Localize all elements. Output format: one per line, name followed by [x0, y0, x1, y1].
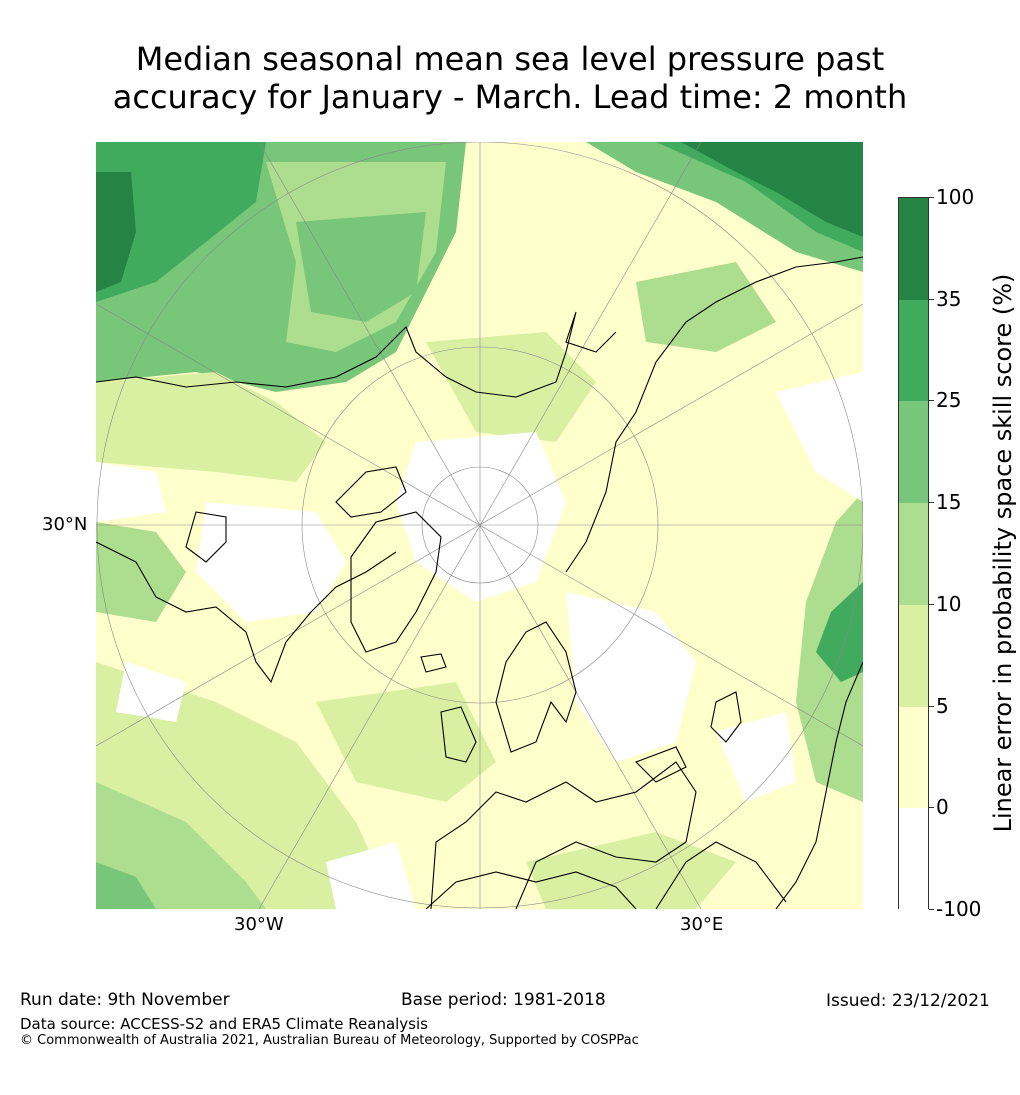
graticule — [96, 142, 863, 909]
coastline-arctic-islands — [335, 466, 407, 518]
skill-region-negative — [96, 462, 166, 522]
coastline-caspian — [710, 691, 742, 743]
colorbar-tick — [929, 705, 934, 707]
map-canvas — [96, 142, 863, 909]
coastline-black-sea — [635, 746, 687, 783]
colorbar-tick-label: 10 — [936, 591, 962, 616]
colorbar-tick-label: 15 — [936, 490, 962, 515]
meridian — [96, 303, 863, 747]
skill-region-25-35 — [816, 582, 863, 682]
coastline-russia-north — [565, 256, 863, 573]
skill-region-5-10 — [426, 332, 596, 442]
issued-date: Issued: 23/12/2021 — [826, 991, 990, 1011]
colorbar-bin — [899, 299, 928, 402]
colorbar-bin — [899, 808, 928, 910]
skill-region-15-25 — [296, 212, 426, 322]
skill-region-10-15 — [636, 262, 776, 352]
longitude-label-30w: 30°W — [234, 914, 284, 935]
run-date: Run date: 9th November — [20, 990, 230, 1010]
coastline-greenland — [350, 511, 442, 653]
coastline-middle-east — [655, 841, 787, 909]
coastlines — [96, 256, 863, 909]
coastline-iceland — [420, 653, 447, 673]
colorbar-tick-label: 5 — [936, 693, 949, 718]
skill-region-negative — [326, 842, 416, 909]
colorbar-bin — [899, 401, 928, 504]
skill-region-negative — [396, 432, 566, 602]
coastline-hudson-bay — [185, 511, 227, 563]
colorbar-tick-label: -100 — [936, 897, 982, 921]
colorbar-tick — [929, 603, 934, 605]
coastline-north-america — [96, 541, 397, 684]
data-source: Data source: ACCESS-S2 and ERA5 Climate … — [20, 1015, 428, 1033]
polar-map — [96, 142, 863, 909]
skill-fill-layer — [96, 142, 863, 909]
skill-region-negative — [566, 592, 696, 762]
coastline-alaska-siberia — [96, 311, 617, 398]
colorbar-tick — [929, 197, 934, 198]
skill-region-negative — [716, 712, 796, 802]
skill-region-negative — [116, 662, 186, 722]
title-line-2: accuracy for January - March. Lead time:… — [112, 78, 908, 116]
colorbar-bin — [899, 198, 928, 300]
skill-region-5-10 — [526, 832, 736, 909]
colorbar-tick — [929, 502, 934, 504]
colorbar-tick-label: 25 — [936, 388, 962, 413]
colorbar-tick — [929, 400, 934, 402]
colorbar — [898, 197, 929, 910]
coastline-scandinavia — [495, 621, 577, 753]
colorbar-title: Linear error in probability space skill … — [989, 273, 1017, 833]
longitude-label-30e: 30°E — [680, 914, 724, 935]
colorbar-bin — [899, 503, 928, 605]
skill-region-35-100 — [681, 142, 863, 237]
latitude-label-30n: 30°N — [42, 514, 88, 535]
title-line-1: Median seasonal mean sea level pressure … — [135, 40, 885, 78]
skill-region-5-10 — [96, 372, 326, 482]
skill-region-10-15 — [96, 522, 186, 622]
colorbar-tick — [929, 807, 934, 809]
colorbar-tick — [929, 909, 934, 910]
colorbar-tick-label: 100 — [936, 185, 975, 209]
colorbar-tick-label: 0 — [936, 795, 949, 820]
coastline-north-africa — [425, 871, 637, 909]
chart-title: Median seasonal mean sea level pressure … — [40, 40, 980, 116]
skill-region-15-25 — [96, 862, 156, 909]
coastline-british-isles — [440, 706, 477, 763]
colorbar-bin — [899, 706, 928, 809]
skill-region-5-10 — [316, 682, 496, 802]
coastline-east-asia — [775, 661, 863, 909]
copyright: © Commonwealth of Australia 2021, Austra… — [20, 1033, 639, 1048]
skill-region-35-100 — [96, 172, 136, 292]
skill-region-10-15 — [96, 782, 266, 909]
skill-region-negative — [776, 372, 863, 502]
skill-region-25-35 — [96, 142, 266, 302]
base-period: Base period: 1981-2018 — [401, 990, 606, 1010]
colorbar-bin — [899, 604, 928, 707]
colorbar-tick-label: 35 — [936, 286, 962, 311]
skill-region-negative — [196, 502, 346, 622]
coastline-europe — [430, 761, 697, 909]
colorbar-tick — [929, 298, 934, 300]
